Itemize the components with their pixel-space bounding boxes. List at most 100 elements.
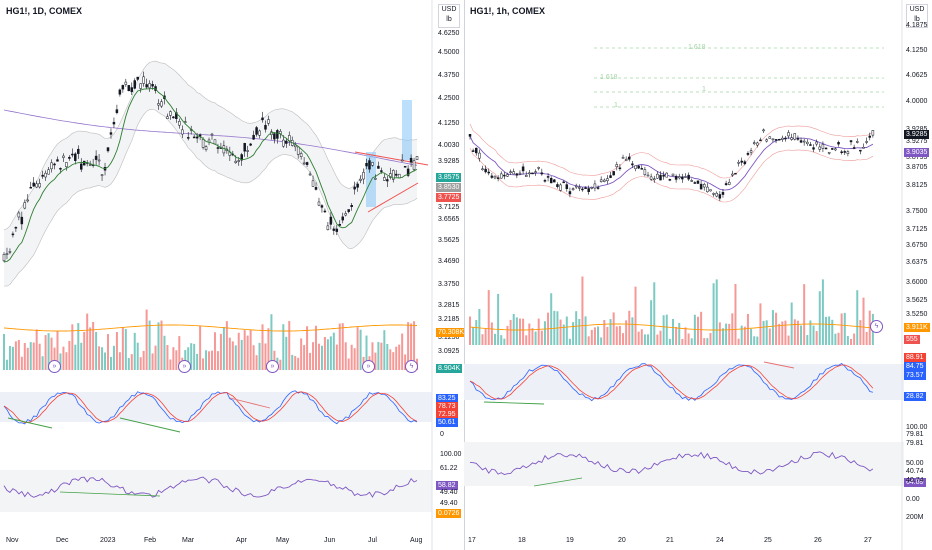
left-currency-unit[interactable]: USD lb: [438, 4, 460, 28]
volume-bar: [862, 297, 865, 345]
right-chart-pane[interactable]: HG1!, 1h, COMEX USD lb ϟ 1.618 1.618 1 1 4.1…: [464, 0, 932, 550]
left-event-icon-1[interactable]: »: [48, 360, 61, 373]
volume-bar: [768, 328, 771, 345]
volume-bar: [812, 325, 815, 345]
volume-bar: [107, 334, 109, 370]
right-chart-canvas[interactable]: [464, 0, 932, 550]
right-symbol-title: HG1!, 1h, COMEX: [470, 6, 546, 16]
left-price-tick: 3.7125: [438, 204, 460, 211]
candle-body: [32, 182, 35, 187]
volume-bar: [225, 321, 228, 370]
candle-body: [774, 139, 778, 141]
pane-divider[interactable]: [464, 0, 465, 550]
candle-body: [777, 139, 781, 141]
candle-body: [341, 216, 344, 221]
candle-body: [23, 202, 27, 209]
candle-body: [41, 174, 44, 177]
right-rsi-tick: 50.00: [906, 460, 924, 467]
candle-body: [172, 116, 175, 119]
fib-level-label: 1.618: [600, 74, 618, 81]
candle-body: [186, 137, 190, 139]
candle-body: [148, 83, 151, 89]
candle-body: [518, 172, 522, 175]
volume-bar: [531, 328, 534, 345]
left-event-icon-4[interactable]: »: [362, 360, 375, 373]
volume-bar: [759, 303, 762, 345]
candle-body: [311, 180, 315, 187]
candle-body: [59, 168, 62, 170]
candle-body: [415, 156, 419, 160]
volume-bar: [86, 313, 89, 370]
volume-bar: [41, 356, 44, 370]
volume-bar: [175, 350, 178, 370]
right-currency-unit[interactable]: USD lb: [906, 4, 928, 28]
candle-body: [699, 183, 703, 190]
volume-bar: [478, 309, 481, 345]
right-unit-measure: lb: [914, 16, 920, 23]
volume-bar: [270, 314, 273, 370]
candle-body: [77, 148, 80, 154]
candle-body: [837, 142, 840, 145]
candle-body: [133, 80, 136, 89]
candle-body: [181, 129, 184, 135]
volume-bar: [750, 328, 753, 345]
volume-bar: [282, 324, 285, 370]
left-rsi-tick: 49.40: [440, 500, 458, 507]
candle-body: [353, 186, 356, 190]
right-price-tick: 3.6375: [906, 259, 928, 266]
right-time-label: 18: [518, 537, 526, 544]
left-value-badge: 3.7725: [436, 193, 462, 202]
volume-bar: [606, 326, 609, 345]
candle-body: [400, 159, 404, 162]
candle-body: [756, 142, 759, 146]
left-value-badge: 72.95: [436, 410, 458, 419]
volume-bar: [178, 336, 181, 370]
volume-bar: [846, 336, 849, 345]
volume-bar: [151, 353, 154, 370]
volume-bar: [622, 333, 625, 345]
candle-body: [553, 179, 556, 183]
volume-bar: [356, 327, 359, 370]
candle-body: [671, 173, 675, 176]
right-value-badge: 84.75: [904, 362, 926, 371]
volume-bar: [50, 337, 53, 370]
candle-body: [285, 140, 288, 144]
candle-body: [112, 121, 116, 125]
candle-body: [540, 172, 544, 175]
volume-bar: [249, 329, 252, 370]
candle-body: [332, 228, 336, 231]
volume-bar: [653, 282, 656, 345]
candle-body: [859, 149, 862, 152]
volume-bar: [56, 331, 59, 370]
right-time-label: 26: [814, 537, 822, 544]
candle-body: [2, 254, 6, 262]
volume-bar: [528, 323, 531, 345]
candle-body: [29, 186, 32, 189]
left-chart-pane[interactable]: HG1!, 1D, COMEX USD lb » » » » ϟ 4.6250 4…: [0, 0, 464, 550]
candle-body: [499, 173, 503, 179]
candle-body: [20, 216, 24, 225]
candle-body: [305, 162, 309, 165]
volume-bar: [68, 340, 71, 370]
volume-bar: [77, 323, 80, 370]
left-event-icon-2[interactable]: »: [178, 360, 191, 373]
volume-bar: [148, 320, 151, 370]
volume-bar: [47, 333, 50, 370]
candle-body: [593, 183, 597, 189]
candle-body: [195, 136, 199, 139]
triangle-lower-line: [367, 182, 419, 213]
volume-bar: [559, 319, 562, 345]
right-rsi-tick: 0.00: [906, 496, 920, 503]
left-time-label: Dec: [56, 537, 69, 544]
volume-bar: [628, 310, 631, 345]
candle-body: [624, 159, 628, 161]
left-lightning-icon[interactable]: ϟ: [405, 360, 418, 373]
left-event-icon-3[interactable]: »: [266, 360, 279, 373]
candle-body: [787, 132, 790, 137]
right-value-badge: 73.57: [904, 371, 926, 380]
right-lightning-icon[interactable]: ϟ: [870, 320, 883, 333]
volume-bar: [712, 283, 715, 345]
volume-bar: [781, 321, 784, 345]
left-chart-canvas[interactable]: [0, 0, 464, 550]
volume-bar: [665, 314, 668, 345]
